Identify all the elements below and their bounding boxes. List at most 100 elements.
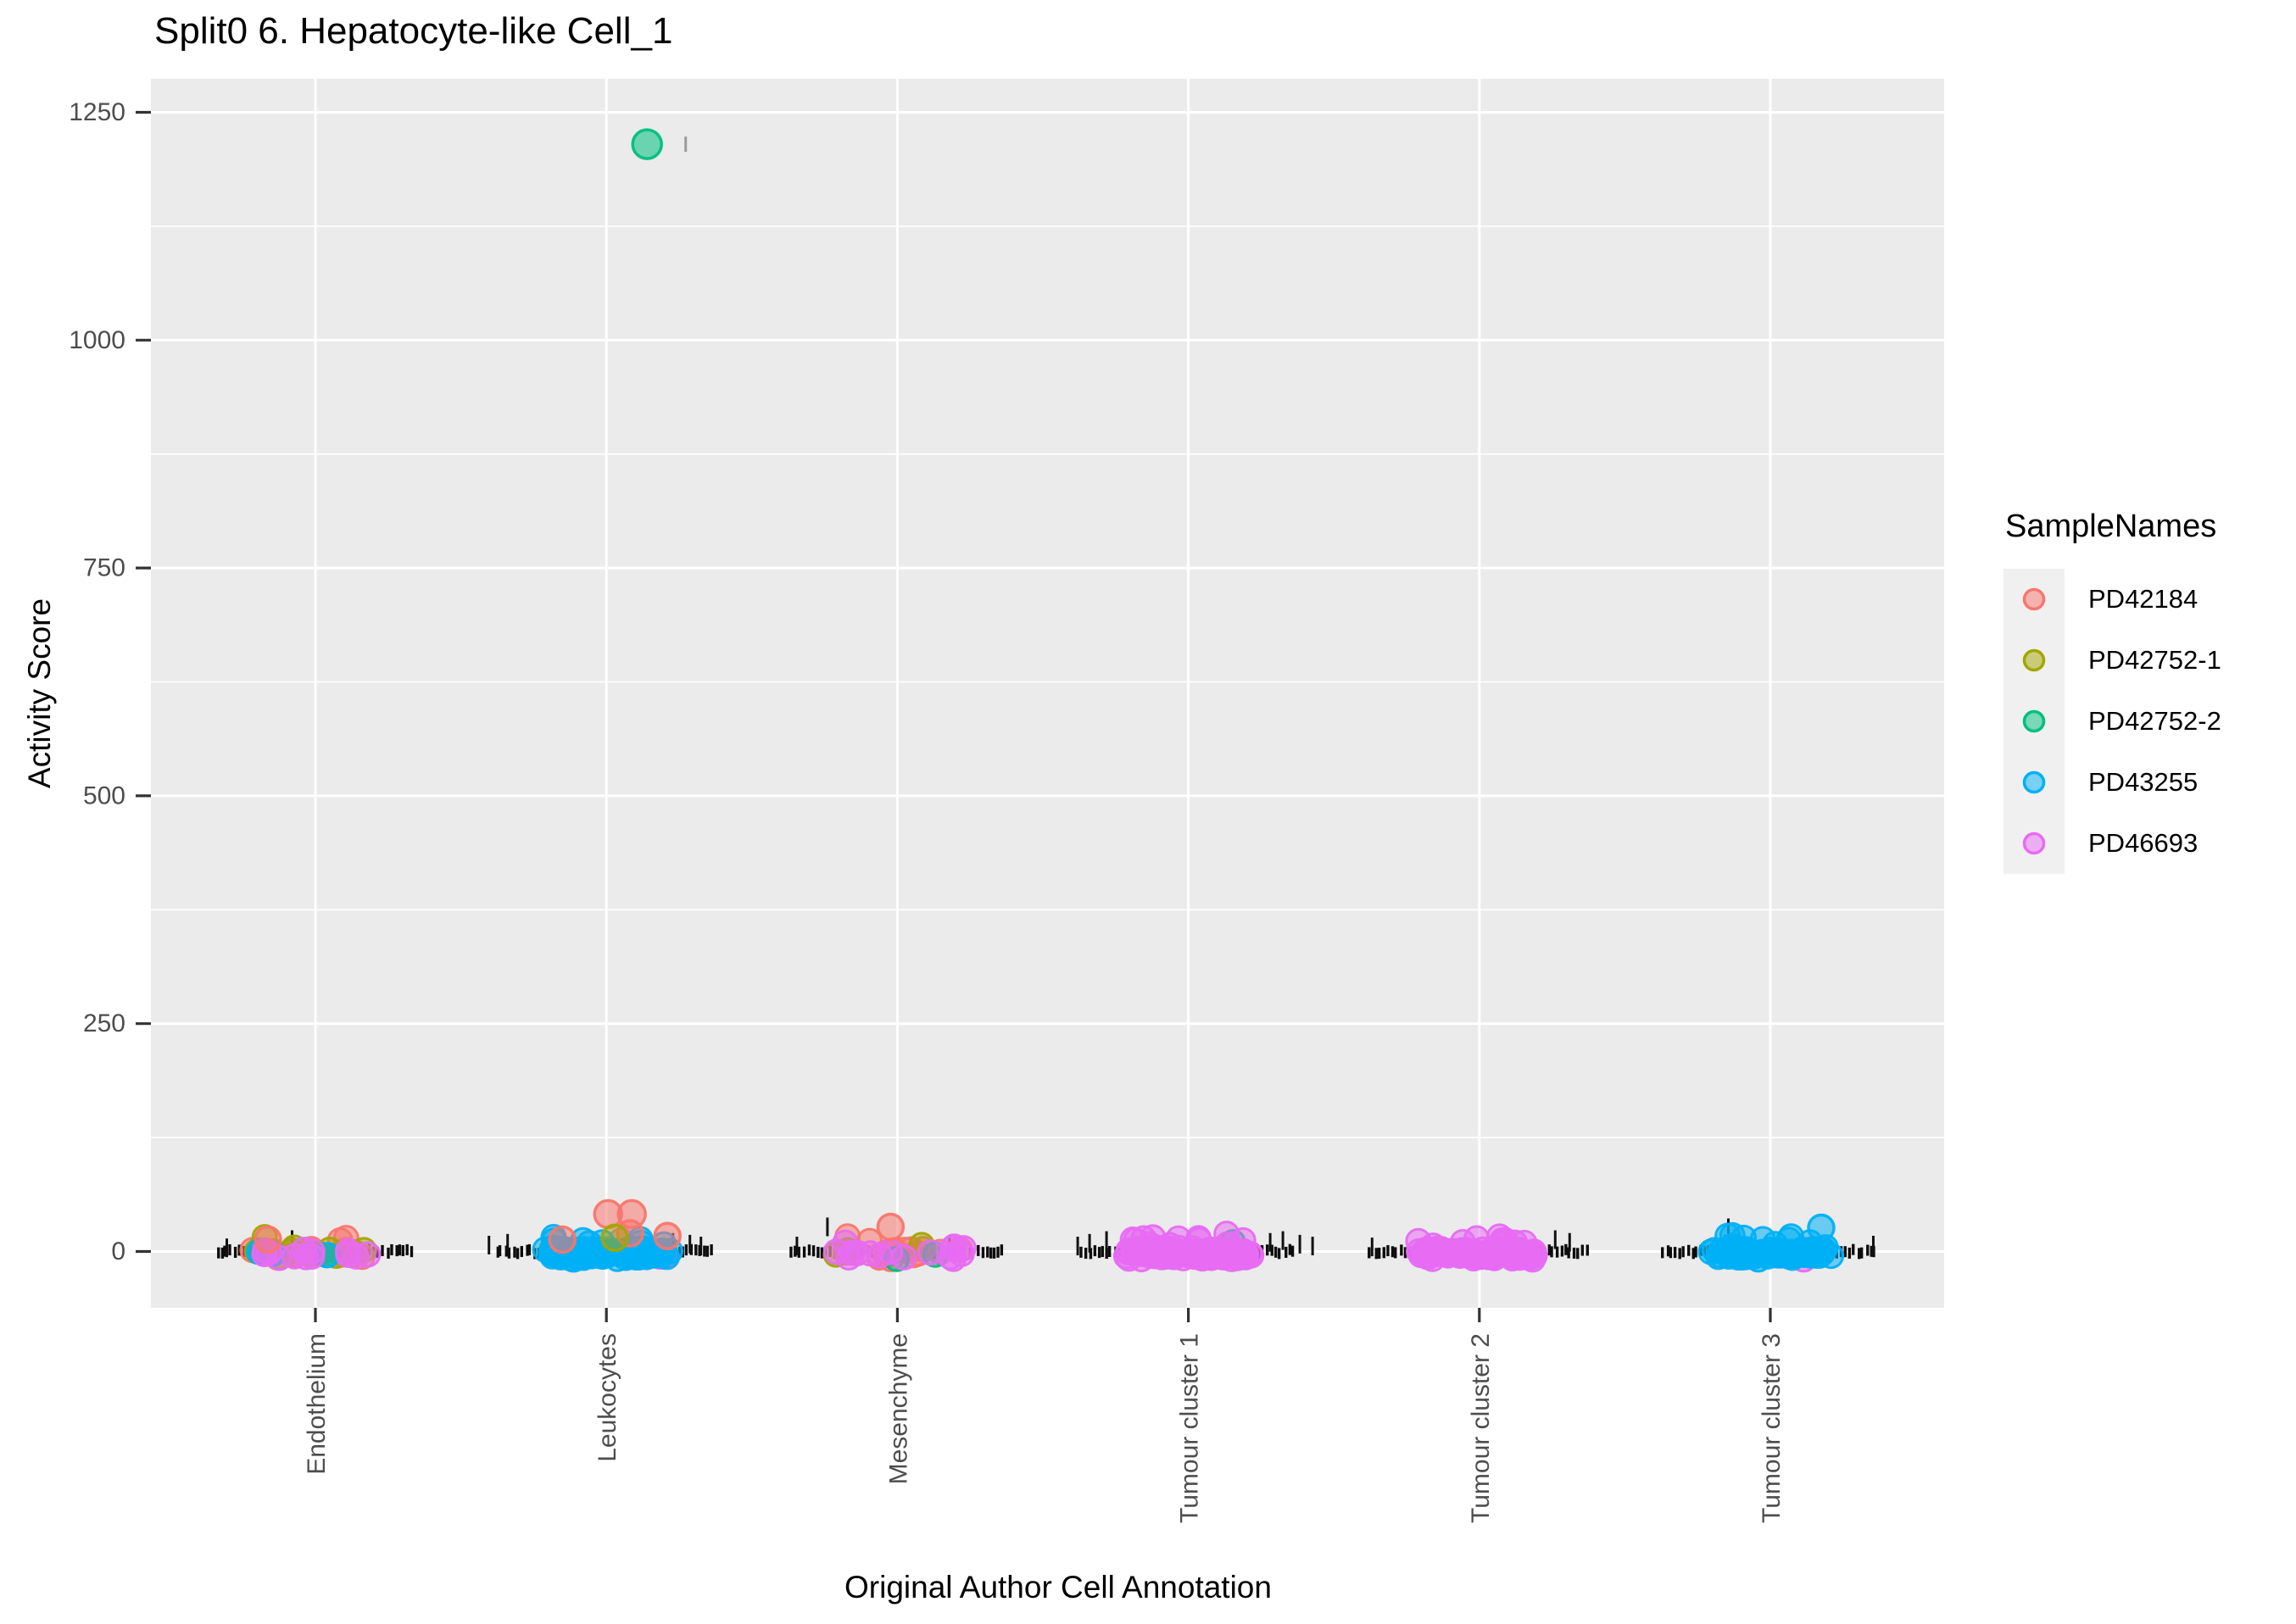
legend-key-swatch bbox=[2003, 630, 2065, 691]
strip-cell-mark bbox=[395, 1245, 398, 1257]
x-category-label: Mesenchyme bbox=[884, 1333, 912, 1484]
strip-cell-mark bbox=[1368, 1247, 1371, 1259]
strip-cell-mark bbox=[1105, 1248, 1108, 1260]
strip-cell-mark bbox=[1673, 1247, 1677, 1259]
legend-point-icon bbox=[2022, 831, 2046, 855]
data-point-PD46693 bbox=[890, 1243, 917, 1271]
stray-cell-tick bbox=[1281, 1231, 1285, 1250]
strip-cell-mark bbox=[1585, 1244, 1590, 1256]
strip-cell-mark bbox=[1000, 1244, 1004, 1256]
strip-cell-mark bbox=[405, 1243, 409, 1255]
strip-cell-mark bbox=[507, 1247, 511, 1259]
y-tick-label: 750 bbox=[83, 554, 125, 582]
y-tick-label: 1000 bbox=[69, 326, 125, 354]
strip-cell-mark bbox=[1666, 1245, 1670, 1257]
strip-cell-mark bbox=[220, 1247, 225, 1259]
legend-entry: PD46693 bbox=[2003, 813, 2296, 874]
strip-cell-mark bbox=[1858, 1248, 1861, 1260]
x-axis-title: Original Author Cell Annotation bbox=[844, 1570, 1272, 1605]
strip-cell-mark bbox=[1681, 1246, 1685, 1258]
data-point-PD46693 bbox=[334, 1237, 361, 1265]
strip-cell-mark bbox=[410, 1246, 414, 1258]
legend-entry-label: PD43255 bbox=[2088, 767, 2198, 797]
strip-cell-mark bbox=[1265, 1244, 1269, 1256]
strip-cell-mark bbox=[496, 1246, 500, 1258]
legend-point-icon bbox=[2022, 709, 2046, 733]
strip-cell-mark bbox=[1084, 1248, 1088, 1260]
outlier-point-PD42184 bbox=[548, 1225, 577, 1254]
strip-cell-mark bbox=[797, 1246, 801, 1258]
strip-cell-mark bbox=[684, 1244, 688, 1256]
y-tick-label: 0 bbox=[111, 1237, 125, 1265]
strip-cell-mark bbox=[1661, 1247, 1664, 1259]
legend-title: SampleNames bbox=[2005, 509, 2217, 544]
x-category-label: Tumour cluster 3 bbox=[1758, 1333, 1786, 1523]
strip-cell-mark bbox=[233, 1247, 237, 1259]
strip-cell-mark bbox=[1403, 1247, 1407, 1259]
category-cluster-tumour-cluster-1 bbox=[1076, 1221, 1314, 1273]
strip-cell-mark bbox=[1290, 1245, 1295, 1257]
strip-cell-mark bbox=[1694, 1246, 1697, 1258]
strip-cell-mark bbox=[689, 1243, 694, 1255]
legend-point-icon bbox=[2022, 770, 2046, 794]
strip-cell-mark bbox=[526, 1244, 529, 1256]
legend-entry: PD42752-2 bbox=[2003, 691, 2296, 752]
strip-cell-mark bbox=[1374, 1248, 1378, 1260]
legend-entry: PD42752-1 bbox=[2003, 630, 2296, 691]
strip-cell-mark bbox=[1847, 1247, 1852, 1259]
legend-key-swatch bbox=[2003, 752, 2065, 813]
stray-cell-tick bbox=[1311, 1237, 1314, 1256]
strip-cell-mark bbox=[1852, 1243, 1855, 1255]
strip-cell-mark bbox=[217, 1247, 220, 1259]
strip-cell-mark bbox=[1273, 1246, 1278, 1258]
stray-cell-tick bbox=[506, 1233, 510, 1253]
strip-cell-mark bbox=[1580, 1244, 1585, 1256]
stray-cell-tick bbox=[826, 1217, 829, 1237]
legend-point-icon bbox=[2022, 648, 2046, 672]
strip-cell-mark bbox=[1572, 1247, 1576, 1259]
strip-cell-mark bbox=[807, 1244, 811, 1256]
strip-cell-mark bbox=[1093, 1245, 1097, 1257]
data-point-PD46693 bbox=[1229, 1226, 1257, 1254]
outlier-point-PD43255 bbox=[1807, 1213, 1836, 1243]
legend-entry-label: PD42184 bbox=[2088, 584, 2198, 614]
strip-cell-mark bbox=[1567, 1247, 1570, 1259]
strip-cell-mark bbox=[820, 1247, 824, 1259]
strip-cell-mark bbox=[1866, 1244, 1870, 1256]
strip-cell-mark bbox=[1270, 1244, 1273, 1256]
y-tick-label: 1250 bbox=[69, 98, 125, 126]
strip-cell-mark bbox=[986, 1246, 989, 1258]
data-point-PD46693 bbox=[839, 1239, 866, 1266]
strip-cell-mark bbox=[1079, 1246, 1083, 1258]
stray-cell-tick bbox=[699, 1237, 703, 1256]
strip-cell-mark bbox=[1377, 1248, 1381, 1260]
data-point-PD46693 bbox=[1121, 1237, 1148, 1264]
strip-cell-mark bbox=[1400, 1244, 1403, 1256]
strip-cell-mark bbox=[1089, 1248, 1093, 1260]
category-cluster-tumour-cluster-2 bbox=[1368, 1223, 1590, 1273]
strip-cell-mark bbox=[989, 1247, 993, 1259]
stray-cell-tick bbox=[1568, 1232, 1571, 1252]
strip-cell-mark bbox=[1859, 1247, 1864, 1259]
strip-cell-mark bbox=[1386, 1245, 1390, 1257]
strip-cell-mark bbox=[1564, 1243, 1568, 1255]
legend-entry-label: PD46693 bbox=[2088, 828, 2198, 858]
strip-cell-mark bbox=[710, 1244, 713, 1256]
legend-entry: PD43255 bbox=[2003, 752, 2296, 813]
stray-cell-tick bbox=[1298, 1234, 1301, 1254]
stray-cell-tick bbox=[488, 1235, 491, 1254]
x-category-label: Tumour cluster 1 bbox=[1176, 1333, 1204, 1523]
strip-cell-mark bbox=[1687, 1244, 1691, 1256]
legend-key-swatch bbox=[2003, 569, 2065, 630]
legend-key-swatch bbox=[2003, 813, 2065, 874]
stray-cell-tick bbox=[1076, 1237, 1079, 1256]
stray-cell-tick bbox=[1088, 1233, 1091, 1253]
stray-cell-tick bbox=[688, 1234, 692, 1254]
plot-panel bbox=[151, 79, 1944, 1308]
strip-cell-mark bbox=[811, 1245, 816, 1257]
strip-cell-mark bbox=[1097, 1247, 1101, 1259]
strip-cell-mark bbox=[1107, 1245, 1112, 1257]
strip-cell-mark bbox=[398, 1244, 402, 1256]
strip-cell-mark bbox=[816, 1246, 820, 1258]
